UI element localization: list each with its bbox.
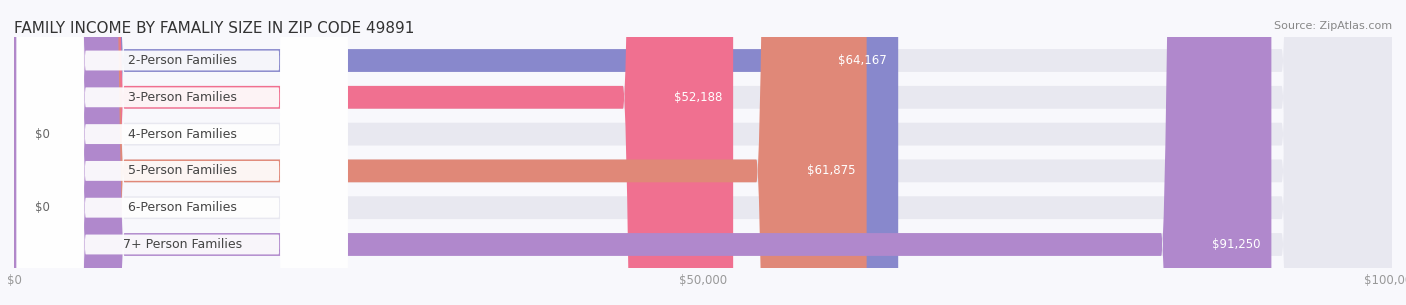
FancyBboxPatch shape	[14, 0, 1392, 305]
FancyBboxPatch shape	[14, 0, 1392, 305]
Text: Source: ZipAtlas.com: Source: ZipAtlas.com	[1274, 21, 1392, 31]
Text: $91,250: $91,250	[1212, 238, 1260, 251]
FancyBboxPatch shape	[14, 0, 866, 305]
FancyBboxPatch shape	[17, 0, 347, 305]
FancyBboxPatch shape	[17, 0, 347, 305]
Text: 3-Person Families: 3-Person Families	[128, 91, 236, 104]
Text: $61,875: $61,875	[807, 164, 856, 178]
Text: $0: $0	[35, 201, 49, 214]
Text: 4-Person Families: 4-Person Families	[128, 127, 236, 141]
Text: 6-Person Families: 6-Person Families	[128, 201, 236, 214]
FancyBboxPatch shape	[14, 0, 1392, 305]
FancyBboxPatch shape	[14, 0, 1392, 305]
FancyBboxPatch shape	[14, 0, 1271, 305]
FancyBboxPatch shape	[17, 0, 347, 305]
FancyBboxPatch shape	[14, 0, 1392, 305]
FancyBboxPatch shape	[14, 0, 733, 305]
FancyBboxPatch shape	[14, 0, 1392, 305]
Text: $64,167: $64,167	[838, 54, 887, 67]
Text: 7+ Person Families: 7+ Person Families	[122, 238, 242, 251]
FancyBboxPatch shape	[14, 0, 898, 305]
FancyBboxPatch shape	[17, 0, 347, 305]
Text: FAMILY INCOME BY FAMALIY SIZE IN ZIP CODE 49891: FAMILY INCOME BY FAMALIY SIZE IN ZIP COD…	[14, 21, 415, 36]
Text: $0: $0	[35, 127, 49, 141]
Text: 5-Person Families: 5-Person Families	[128, 164, 236, 178]
FancyBboxPatch shape	[17, 0, 347, 305]
Text: $52,188: $52,188	[673, 91, 723, 104]
FancyBboxPatch shape	[17, 0, 347, 305]
Text: 2-Person Families: 2-Person Families	[128, 54, 236, 67]
